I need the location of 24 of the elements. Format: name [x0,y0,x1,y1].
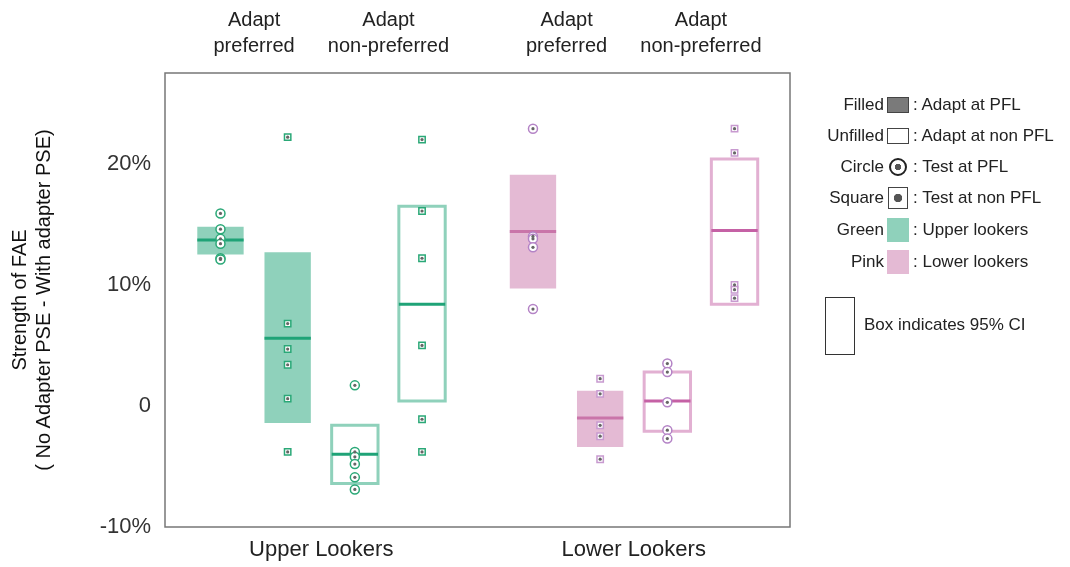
text: Adapt non-preferred [327,7,450,58]
text: Adapt non-preferred [640,7,762,58]
text: : Lower lookers [913,252,1029,272]
text: Green [836,220,884,240]
text: Filled [843,95,884,115]
text: Pink [850,252,884,272]
text: Adapt preferred [525,7,608,58]
y-tick-label: 0 [138,392,151,417]
y-tick-label: 20% [106,149,151,175]
x-tick-label: Upper Lookers [249,536,394,562]
y-tick-label: -10% [99,513,151,539]
text: Box indicates 95% CI [864,315,1026,335]
text: : Test at non PFL [913,188,1042,208]
text: : Adapt at PFL [913,95,1021,115]
text: : Upper lookers [913,220,1029,240]
y-axis-title: Strength of FAE ( No Adapter PSE - With adapter PSE) [7,129,54,471]
text: Adapt preferred [213,7,295,58]
x-tick-label: Lower Lookers [561,536,706,562]
text: : Adapt at non PFL [913,126,1054,146]
text: Unfilled [827,126,884,146]
text: : Test at PFL [913,157,1009,177]
text: Circle [840,157,884,177]
y-tick-label: 10% [106,270,151,296]
text: Square [829,188,884,208]
